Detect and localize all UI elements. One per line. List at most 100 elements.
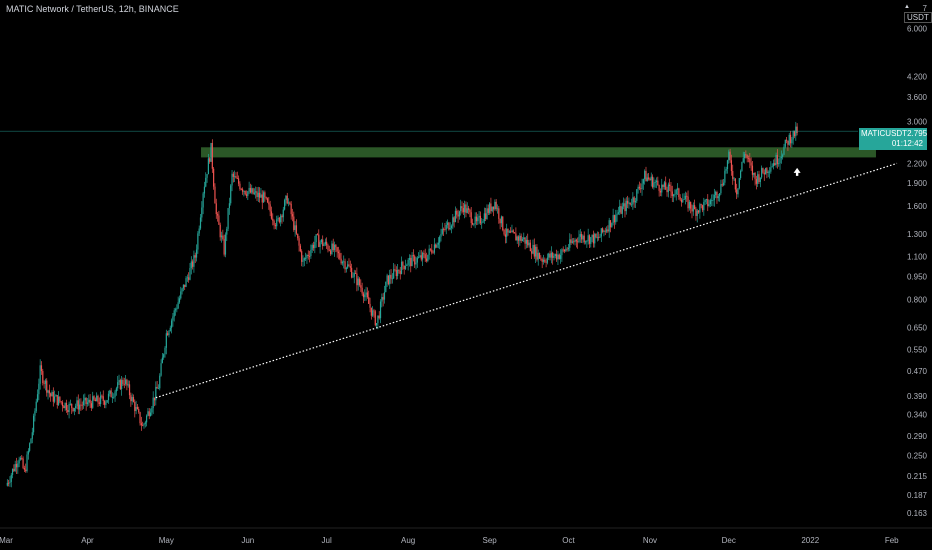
candle-body xyxy=(265,197,267,199)
last-price-tag: MATICUSDT 2.795 01:12:42 xyxy=(859,128,927,150)
candle-body xyxy=(324,241,326,245)
candle-body xyxy=(159,375,161,389)
candle-body xyxy=(72,407,74,412)
candle-body xyxy=(688,201,690,209)
candle-body xyxy=(318,234,320,247)
candle-body xyxy=(73,408,75,412)
x-axis: Mar Apr May Jun Jul Aug Sep Oct Nov Dec 2022 Feb xyxy=(0,527,932,545)
candle-body xyxy=(423,252,425,255)
candle-body xyxy=(390,274,392,279)
resistance-zone xyxy=(201,147,876,158)
candle-body xyxy=(717,196,719,199)
candle-body xyxy=(770,167,772,172)
candle-body xyxy=(331,243,333,255)
candle-body xyxy=(197,233,199,250)
candle-body xyxy=(77,400,79,410)
candle-body xyxy=(260,194,262,198)
candle-body xyxy=(297,233,299,239)
candle-body xyxy=(595,233,597,238)
candle-body xyxy=(520,235,522,241)
y-tick-label: 0.340 xyxy=(907,410,928,419)
candle-body xyxy=(772,163,775,167)
candle-body xyxy=(251,188,253,193)
candle-body xyxy=(715,191,717,195)
candle-body xyxy=(548,253,550,258)
candle-body xyxy=(694,205,696,209)
candle-body xyxy=(670,186,672,192)
candle-body xyxy=(397,269,399,277)
candle-body xyxy=(124,379,127,384)
candle-body xyxy=(512,230,514,233)
candle-body xyxy=(170,320,173,328)
y-tick-label: 0.800 xyxy=(907,295,928,304)
candle-body xyxy=(449,228,451,230)
candle-body xyxy=(281,215,283,218)
candle-body xyxy=(198,228,200,234)
candle-body xyxy=(678,188,680,198)
candle-body xyxy=(44,380,47,384)
y-tick-label: 0.650 xyxy=(907,323,928,332)
candle-body xyxy=(708,204,710,207)
candle-body xyxy=(699,204,701,213)
candle-body xyxy=(344,261,346,270)
candle-body xyxy=(256,191,258,198)
candle-body xyxy=(119,380,121,390)
candle-body xyxy=(176,308,178,310)
candle-body xyxy=(734,178,736,190)
candle-body xyxy=(725,169,727,171)
candle-body xyxy=(356,273,358,286)
candle-body xyxy=(211,143,213,169)
unit-badge[interactable]: ▲ USDT xyxy=(904,4,932,23)
candle-body xyxy=(542,259,545,262)
y-tick-label: 1.300 xyxy=(907,230,928,239)
candle-body xyxy=(274,225,277,227)
candle-body xyxy=(753,172,755,175)
candle-body xyxy=(268,202,270,205)
candle-body xyxy=(48,390,50,394)
dropdown-arrow-icon: ▲ xyxy=(904,4,910,10)
candle-body xyxy=(38,383,40,395)
candle-body xyxy=(26,454,28,472)
candle-body xyxy=(60,401,62,403)
candle-body xyxy=(500,216,503,224)
x-tick-label: Feb xyxy=(885,536,899,545)
candle-body xyxy=(630,204,633,206)
candle-body xyxy=(88,399,90,403)
candle-body xyxy=(648,177,650,179)
candle-body xyxy=(329,250,332,255)
candle-body xyxy=(771,166,773,168)
candle-body xyxy=(481,222,483,224)
candle-body xyxy=(232,173,234,177)
candle-body xyxy=(192,261,194,267)
candle-body xyxy=(402,261,404,266)
candle-body xyxy=(205,177,207,187)
candle-body xyxy=(581,234,583,240)
candle-body xyxy=(566,248,568,250)
candle-body xyxy=(86,402,89,405)
candle-body xyxy=(462,208,464,213)
candle-body xyxy=(391,278,393,280)
candle-body xyxy=(495,201,497,210)
candle-body xyxy=(90,403,93,408)
candle-body xyxy=(381,297,383,302)
candle-body xyxy=(210,143,212,162)
candle-body xyxy=(590,237,592,244)
candle-body xyxy=(244,190,246,195)
candle-body xyxy=(216,214,219,216)
candle-body xyxy=(516,236,518,241)
candle-body xyxy=(499,218,501,224)
candle-body xyxy=(433,244,436,253)
candle-body xyxy=(117,382,119,389)
candle-body xyxy=(621,206,623,214)
candle-body xyxy=(328,249,330,251)
candle-body xyxy=(195,249,198,258)
candle-body xyxy=(332,243,334,251)
candle-body xyxy=(92,396,94,408)
candle-body xyxy=(152,397,154,409)
candle-body xyxy=(181,288,183,292)
y-tick-label: 0.187 xyxy=(907,491,928,500)
candle-body xyxy=(118,380,120,383)
candle-body xyxy=(658,185,660,191)
candle-body xyxy=(131,397,133,402)
